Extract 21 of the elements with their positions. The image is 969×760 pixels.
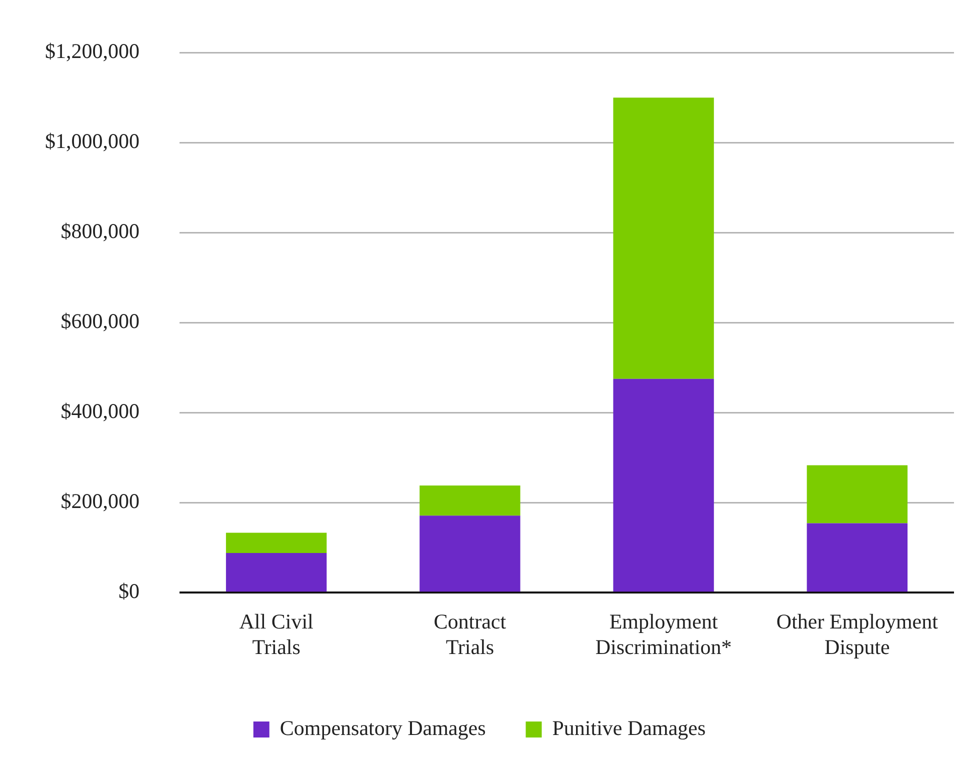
bar bbox=[420, 516, 520, 592]
bar bbox=[806, 523, 908, 592]
x-tick-label: Other Employment Dispute bbox=[776, 610, 938, 659]
y-tick-label: $1,000,000 bbox=[45, 129, 140, 154]
y-tick-label: $0 bbox=[118, 579, 140, 604]
legend-label: Punitive Damages bbox=[552, 716, 706, 740]
x-tick-label: Employment Discrimination* bbox=[595, 610, 732, 659]
x-tick-label: All Civil Trials bbox=[239, 610, 314, 659]
y-tick-label: $600,000 bbox=[60, 309, 140, 334]
y-tick-label: $400,000 bbox=[60, 399, 140, 424]
y-tick-label: $1,200,000 bbox=[45, 39, 140, 64]
bar bbox=[613, 378, 714, 592]
bar bbox=[226, 532, 327, 553]
x-tick-label: Contract Trials bbox=[434, 610, 506, 659]
y-tick-label: $800,000 bbox=[60, 219, 140, 244]
bar bbox=[613, 98, 714, 379]
y-tick-label: $200,000 bbox=[60, 489, 140, 514]
legend-label: Compensatory Damages bbox=[280, 716, 486, 740]
bar bbox=[420, 486, 520, 516]
bar bbox=[806, 465, 908, 524]
bar bbox=[226, 553, 327, 592]
